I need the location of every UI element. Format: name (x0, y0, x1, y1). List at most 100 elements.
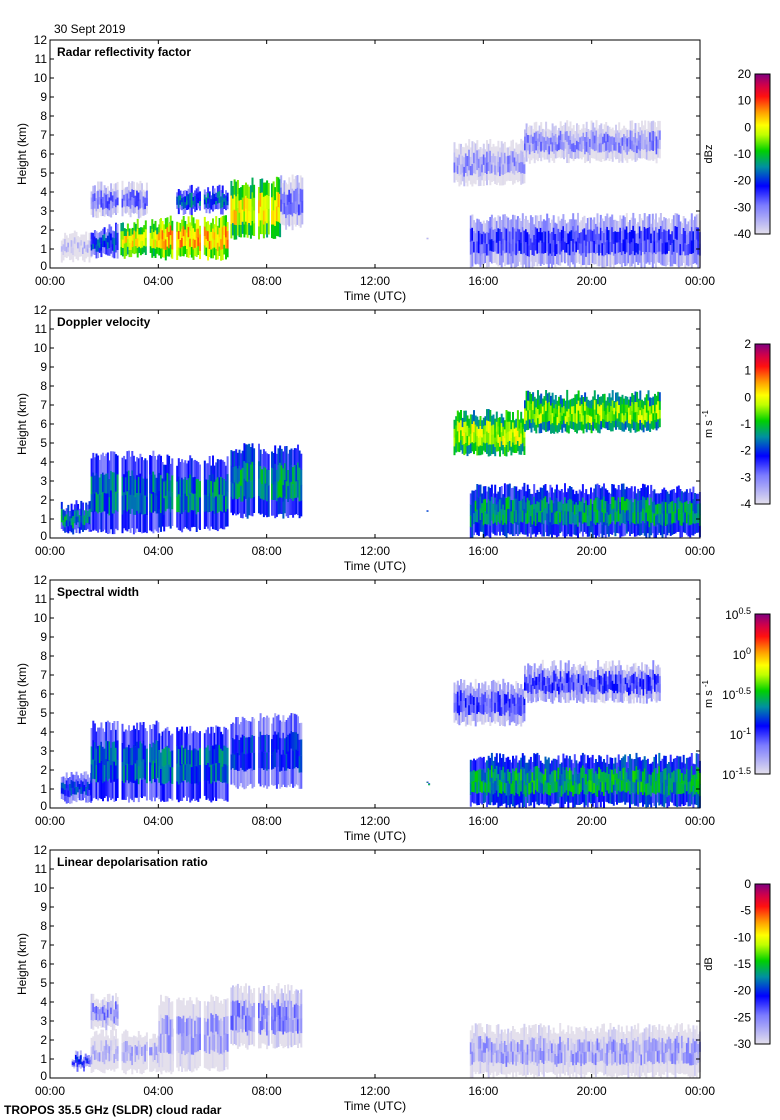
cloud-cell (636, 138, 639, 146)
cloud-cell (169, 215, 172, 226)
y-tick-label: 7 (40, 398, 47, 412)
cloud-cell (95, 191, 98, 199)
cloud-cell (500, 243, 503, 256)
cloud-cell (613, 137, 616, 144)
cloud-cell (208, 196, 211, 203)
cloud-cell (559, 121, 562, 131)
cloud-cell (571, 143, 574, 152)
cloud-cell (605, 661, 608, 672)
cloud-cell (287, 717, 290, 735)
cloud-cell (102, 491, 104, 512)
cloud-cell (125, 235, 128, 243)
cloud-cell (518, 772, 521, 785)
cloud-cell (558, 127, 561, 136)
cloud-cell (537, 153, 539, 162)
cloud-cell (98, 727, 101, 746)
cloud-cell (497, 491, 500, 502)
cloud-cell (525, 390, 528, 401)
cloud-cell (129, 764, 132, 782)
cloud-cell (110, 747, 113, 766)
cloud-cell (272, 768, 275, 786)
cloud-cell (603, 402, 606, 412)
cloud-cell (241, 185, 244, 198)
cloud-cell (264, 734, 267, 752)
cloud-cell (555, 253, 558, 265)
cloud-cell (510, 511, 513, 523)
cloud-cell (521, 240, 524, 255)
cloud-cell (179, 239, 182, 249)
cloud-cell (687, 514, 690, 526)
cloud-cell (567, 233, 570, 245)
cloud-cell (587, 670, 590, 679)
cloud-cell (82, 502, 84, 511)
cloud-cell (611, 226, 614, 240)
cloud-cell (267, 717, 270, 735)
cloud-cell (558, 405, 561, 415)
cloud-cell (627, 509, 630, 521)
cloud-cell (548, 411, 551, 421)
cloud-cell (569, 399, 572, 407)
cloud-cell (492, 251, 495, 263)
cloud-cell (453, 702, 456, 713)
cloud-cell (590, 120, 593, 131)
cloud-cell (267, 485, 270, 502)
cloud-cell (205, 197, 208, 203)
cloud-cell (144, 476, 147, 496)
cloud-cell (512, 173, 514, 185)
cloud-cell (466, 694, 469, 705)
cloud-cell (97, 455, 100, 475)
cloud-cell (212, 726, 214, 746)
cloud-cell (590, 509, 592, 522)
cloud-cell (129, 513, 132, 533)
cloud-cell (499, 436, 501, 447)
cloud-cell (487, 152, 490, 163)
cloud-cell (460, 700, 462, 713)
cloud-cell (139, 722, 142, 742)
cloud-cell (184, 207, 187, 214)
cloud-cell (473, 442, 475, 455)
cloud-cell (245, 444, 247, 463)
cloud-cell (92, 243, 95, 250)
cloud-cell (142, 478, 145, 497)
cloud-cell (238, 770, 241, 787)
cloud-cell (122, 230, 124, 240)
cloud-cell (604, 229, 607, 243)
cloud-cell (116, 223, 119, 233)
cloud-cell (218, 246, 221, 256)
cloud-cell (486, 442, 488, 454)
cloud-cell (574, 674, 577, 683)
cloud-cell (154, 762, 156, 783)
cloud-cell (108, 247, 111, 256)
cloud-cell (161, 230, 164, 240)
cloud-cell (275, 734, 278, 753)
cloud-cell (521, 780, 524, 795)
cloud-cell (236, 468, 239, 484)
cloud-cell (461, 417, 464, 428)
cloud-cell (620, 242, 623, 256)
cloud-cell (513, 228, 516, 242)
cloud-cell (560, 229, 563, 241)
cloud-cell (253, 718, 256, 736)
cloud-cell (295, 497, 298, 515)
cloud-cell (134, 496, 137, 515)
cloud-cell (189, 725, 192, 746)
cloud-cell (251, 220, 254, 236)
cloud-cell (502, 153, 505, 165)
cloud-cell (516, 793, 519, 805)
cloud-cell (288, 449, 291, 467)
cloud-cell (562, 525, 565, 537)
cloud-cell (102, 228, 104, 236)
cloud-cell (602, 418, 604, 428)
cloud-cell (469, 423, 472, 434)
cloud-cell (124, 782, 127, 800)
cloud-cell (599, 499, 602, 512)
cloud-cell (645, 394, 648, 404)
cloud-cell (486, 255, 488, 268)
cloud-cell (220, 238, 223, 250)
cloud-cell (648, 214, 651, 227)
cloud-cell (532, 685, 535, 694)
cloud-cell (154, 511, 156, 530)
cloud-cell (532, 693, 535, 702)
cloud-cell (583, 215, 586, 229)
cloud-cell (507, 155, 510, 165)
